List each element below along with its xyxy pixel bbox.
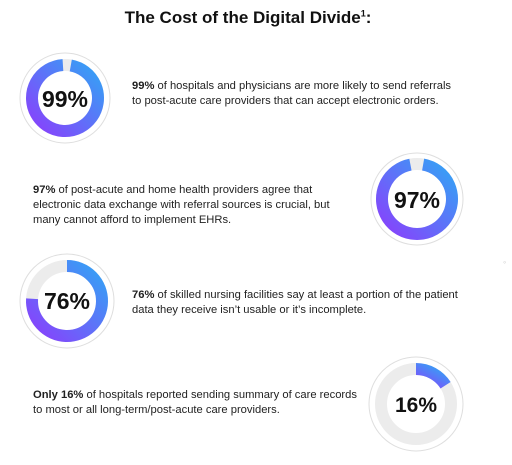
- stat-text-1: 99% of hospitals and physicians are more…: [132, 79, 462, 109]
- donut-svg-1: 99%: [19, 52, 111, 144]
- title-text: The Cost of the Digital Divide: [124, 8, 361, 27]
- donut-arc: [26, 59, 104, 137]
- donut-arc: [415, 363, 451, 389]
- stat-text-3: 76% of skilled nursing facilities say at…: [132, 288, 462, 318]
- donut-value-label: 99%: [42, 86, 88, 112]
- stat-body: of post-acute and home health providers …: [33, 184, 330, 226]
- title-colon: :: [365, 8, 372, 27]
- stat-highlight: 76%: [132, 289, 155, 301]
- donut-value-label: 76%: [44, 288, 90, 314]
- stat-highlight: Only 16%: [33, 389, 84, 401]
- donut-chart-1: 99%: [19, 52, 111, 144]
- donut-arc: [376, 158, 458, 240]
- donut-value-label: 16%: [395, 394, 437, 417]
- edge-marker-icon: ◦: [503, 257, 507, 267]
- page-title: The Cost of the Digital Divide1:: [0, 8, 496, 28]
- stat-text-2: 97% of post-acute and home health provid…: [33, 183, 355, 228]
- donut-chart-2: 97%: [370, 152, 464, 246]
- stat-highlight: 97%: [33, 184, 56, 196]
- donut-svg-2: 97%: [370, 152, 464, 246]
- donut-arc: [26, 260, 108, 342]
- stat-body: of hospitals and physicians are more lik…: [132, 80, 452, 107]
- donut-svg-4: 16%: [368, 356, 464, 452]
- donut-chart-4: 16%: [368, 356, 464, 452]
- stat-highlight: 99%: [132, 80, 155, 92]
- title-footnote: 1: [360, 8, 366, 19]
- stat-body: of hospitals reported sending summary of…: [33, 389, 357, 416]
- donut-svg-3: 76%: [19, 253, 115, 349]
- donut-chart-3: 76%: [19, 253, 115, 349]
- stat-text-4: Only 16% of hospitals reported sending s…: [33, 388, 359, 418]
- donut-value-label: 97%: [394, 187, 440, 213]
- stat-body: of skilled nursing facilities say at lea…: [132, 289, 458, 316]
